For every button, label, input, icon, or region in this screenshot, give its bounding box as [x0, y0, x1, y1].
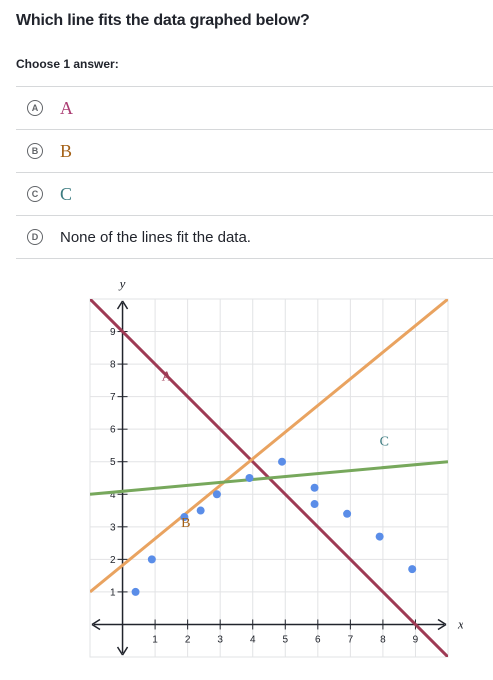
- choice-a-letter: A: [27, 100, 43, 116]
- y-tick-label: 7: [110, 392, 116, 403]
- data-point: [343, 510, 351, 518]
- data-point: [311, 484, 319, 492]
- choice-b-label: B: [60, 141, 72, 162]
- choice-a-label: A: [60, 98, 73, 119]
- y-tick-label: 1: [110, 587, 116, 598]
- question-text: Which line fits the data graphed below?: [16, 12, 310, 30]
- choice-d-letter: D: [27, 229, 43, 245]
- data-point: [278, 458, 286, 466]
- x-tick-label: 7: [348, 634, 354, 645]
- x-tick-label: 4: [250, 634, 256, 645]
- x-tick-label: 2: [185, 634, 191, 645]
- x-tick-label: 3: [217, 634, 223, 645]
- data-point: [408, 565, 416, 573]
- x-tick-label: 8: [380, 634, 386, 645]
- choice-c[interactable]: C C: [16, 172, 493, 215]
- data-point: [132, 588, 140, 596]
- answer-choices: A A B B C C D None of the lines fit the …: [16, 86, 493, 259]
- instruction-text: Choose 1 answer:: [16, 57, 119, 71]
- choice-d[interactable]: D None of the lines fit the data.: [16, 215, 493, 259]
- data-point: [148, 555, 156, 563]
- y-tick-label: 3: [110, 522, 116, 533]
- data-point: [376, 533, 384, 541]
- x-tick-label: 1: [152, 634, 158, 645]
- line-label-c: C: [380, 434, 389, 449]
- x-axis-label: x: [457, 616, 463, 631]
- choice-d-label: None of the lines fit the data.: [60, 229, 251, 246]
- data-point: [197, 507, 205, 515]
- line-label-a: A: [162, 369, 173, 384]
- y-tick-label: 8: [110, 360, 116, 371]
- y-tick-label: 9: [110, 327, 116, 338]
- data-point: [311, 500, 319, 508]
- choice-b-letter: B: [27, 143, 43, 159]
- choice-a[interactable]: A A: [16, 86, 493, 129]
- line-label-b: B: [181, 516, 190, 531]
- data-point: [245, 474, 253, 482]
- y-tick-label: 2: [110, 555, 116, 566]
- y-axis-label: y: [118, 276, 126, 291]
- y-tick-label: 6: [110, 425, 116, 436]
- y-tick-label: 5: [110, 457, 116, 468]
- x-tick-label: 5: [282, 634, 288, 645]
- scatter-graph: 123456789123456789xyABC: [88, 272, 463, 662]
- choice-b[interactable]: B B: [16, 129, 493, 172]
- x-tick-label: 9: [413, 634, 419, 645]
- data-point: [213, 490, 221, 498]
- choice-c-letter: C: [27, 186, 43, 202]
- choice-c-label: C: [60, 184, 72, 205]
- x-tick-label: 6: [315, 634, 321, 645]
